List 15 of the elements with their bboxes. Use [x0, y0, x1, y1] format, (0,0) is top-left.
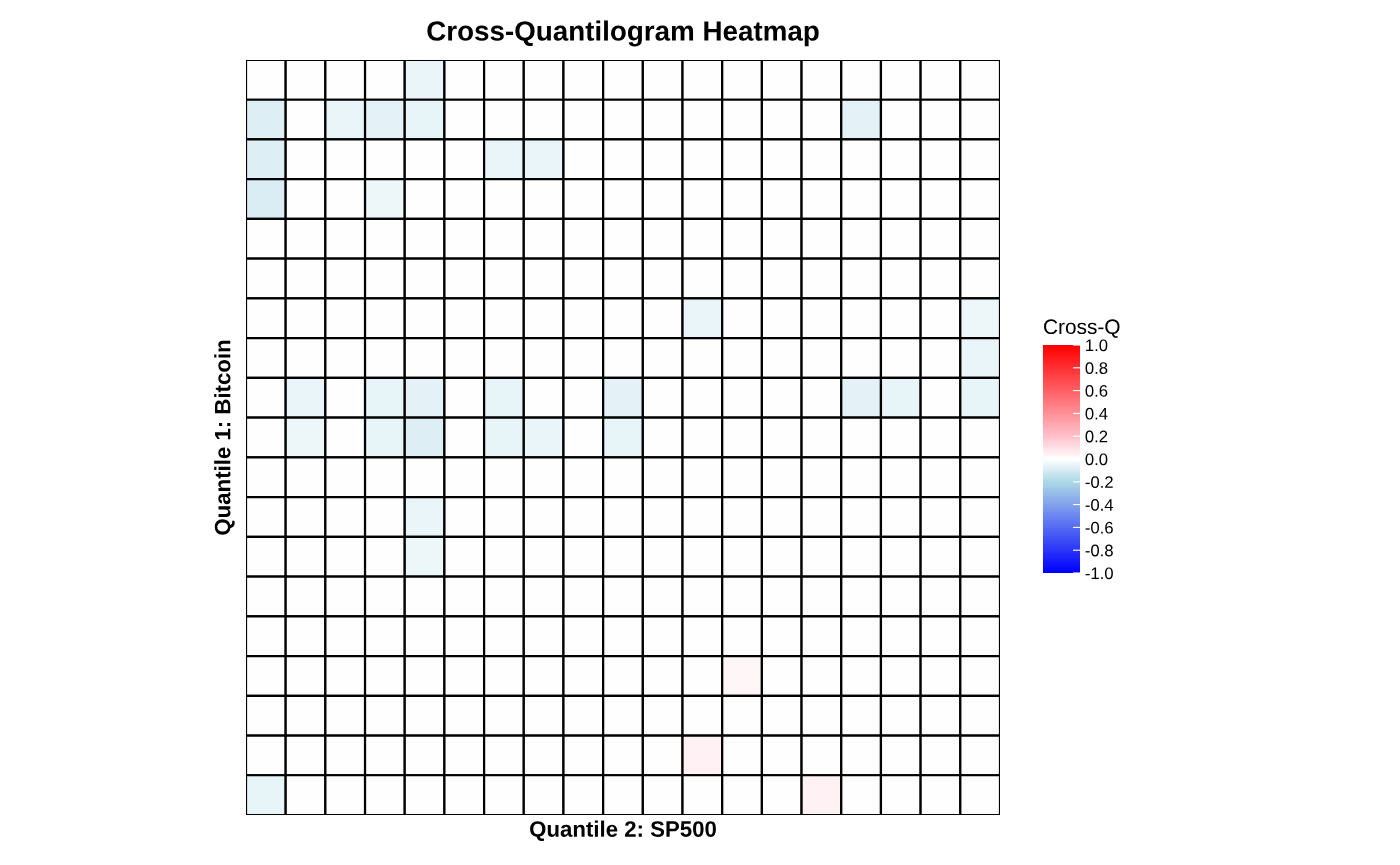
color-bar-label: 0.8 — [1085, 362, 1108, 374]
color-bar-label: -0.4 — [1085, 499, 1114, 511]
color-bar-label: -0.8 — [1085, 544, 1113, 557]
color-bar-label: 0.0 — [1085, 453, 1108, 466]
color-bar-label: 1.0 — [1086, 339, 1108, 352]
color-bar-title: Cross-Q — [1044, 319, 1120, 338]
color-bar-label: 0.6 — [1085, 385, 1108, 397]
chart-title: Cross-Quantilogram Heatmap — [427, 20, 819, 47]
color-bar-label: -1.0 — [1085, 567, 1113, 580]
color-bar-label: -0.6 — [1085, 521, 1113, 534]
color-bar-label: -0.2 — [1085, 476, 1113, 488]
x-axis-title: Quantile 2: SP500 — [530, 820, 716, 842]
y-axis-title: Quantile 1: Bitcoin — [214, 340, 235, 535]
color-bar-label: 0.2 — [1085, 430, 1108, 443]
color-bar-label: 0.4 — [1085, 407, 1108, 420]
